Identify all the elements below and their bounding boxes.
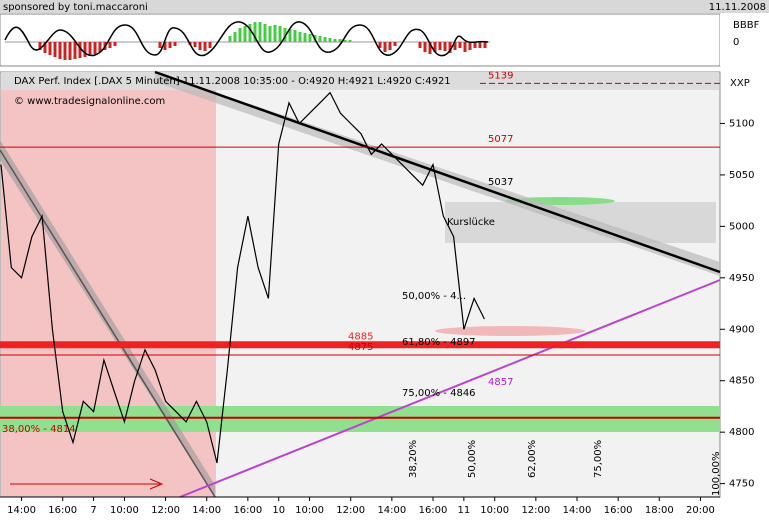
x-tick-label: 10:00 bbox=[110, 505, 139, 516]
trend-line bbox=[0, 149, 216, 498]
x-tick-label: 11 bbox=[457, 505, 470, 516]
watermark: © www.tradesignalonline.com bbox=[14, 96, 165, 107]
indicator-line bbox=[4, 21, 489, 57]
header-left: sponsored by toni.maccaroni bbox=[3, 2, 148, 13]
annotation: 5037 bbox=[488, 177, 513, 188]
y-tick-label: 4900 bbox=[729, 324, 754, 335]
x-tick-label: 20:00 bbox=[686, 505, 715, 516]
indicator-histogram-neg bbox=[38, 42, 487, 60]
indicator-tick: 0 bbox=[733, 37, 739, 48]
x-tick-label: 14:00 bbox=[563, 505, 592, 516]
x-tick-label: 16:00 bbox=[233, 505, 262, 516]
x-tick-label: 7 bbox=[90, 505, 96, 516]
annotation: 100,00% bbox=[711, 452, 722, 497]
price-line bbox=[0, 91, 485, 464]
y-tick-label: 4800 bbox=[729, 427, 754, 438]
support-band bbox=[0, 406, 720, 432]
indicator-histogram-pos bbox=[228, 22, 352, 42]
x-tick-label: 14:00 bbox=[377, 505, 406, 516]
annotation: Kurslücke bbox=[447, 217, 495, 228]
axis: 4750 4800 4850 4900 4950 5000 5050 5100 14:00 16:… bbox=[0, 118, 754, 516]
trend-channel bbox=[0, 140, 215, 497]
y-tick-label: 5000 bbox=[729, 221, 754, 232]
x-tick-label: 12:00 bbox=[521, 505, 550, 516]
x-tick-label: 10:00 bbox=[295, 505, 324, 516]
indicator-axis bbox=[720, 14, 769, 66]
x-tick-label: 10 bbox=[272, 505, 285, 516]
annotation: 4857 bbox=[488, 377, 513, 388]
x-tick-label: 10:00 bbox=[480, 505, 509, 516]
target-zone bbox=[435, 326, 585, 336]
level-label: 4885 bbox=[348, 332, 373, 343]
y-tick-label: 5050 bbox=[729, 170, 754, 181]
x-tick-label: 12:00 bbox=[151, 505, 180, 516]
annotation: 50,00% bbox=[467, 440, 478, 478]
x-tick-label: 16:00 bbox=[48, 505, 77, 516]
y-tick-label: 4850 bbox=[729, 376, 754, 387]
header-bar bbox=[0, 0, 769, 13]
annotation: 62,00% bbox=[527, 440, 538, 478]
y-tick-label: 5100 bbox=[729, 118, 754, 129]
indicator-panel bbox=[0, 13, 721, 67]
x-tick-label: 16:00 bbox=[419, 505, 448, 516]
trend-line bbox=[154, 70, 721, 274]
axis-label: XXP bbox=[730, 78, 750, 89]
annotation: 50,00% - 4... bbox=[402, 291, 466, 302]
level-label: 5077 bbox=[488, 134, 513, 145]
header-right: 11.11.2008 bbox=[709, 2, 766, 13]
x-tick-label: 12:00 bbox=[336, 505, 365, 516]
x-tick-label: 14:00 bbox=[192, 505, 221, 516]
y-tick-label: 4950 bbox=[729, 273, 754, 284]
y-tick-label: 4750 bbox=[729, 479, 754, 490]
annotation: 61,80% - 4897 bbox=[402, 337, 476, 348]
arrow-head bbox=[149, 478, 164, 490]
x-tick-label: 14:00 bbox=[7, 505, 36, 516]
level-label: 4875 bbox=[348, 342, 373, 353]
x-tick-label: 18:00 bbox=[645, 505, 674, 516]
x-tick-label: 16:00 bbox=[604, 505, 633, 516]
annotation: 75,00% - 4846 bbox=[402, 388, 476, 399]
annotation: 38,20% bbox=[408, 440, 419, 478]
level-label: 5139 bbox=[488, 70, 513, 81]
trend-line bbox=[179, 279, 721, 498]
indicator-label: BBBF bbox=[733, 20, 760, 31]
annotation: 75,00% bbox=[593, 440, 604, 478]
level-label: 38,00% - 4814 bbox=[2, 424, 76, 435]
chart-title: DAX Perf. Index [.DAX 5 Minuten] 11.11.2… bbox=[14, 76, 451, 87]
